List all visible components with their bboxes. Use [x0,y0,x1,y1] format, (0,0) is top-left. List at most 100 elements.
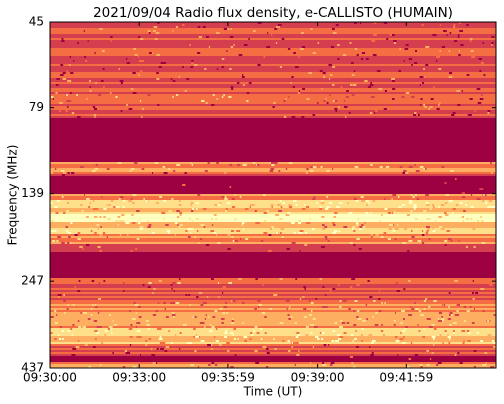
spectrogram-streak [381,302,383,304]
spectrogram-streak [128,352,131,354]
spectrogram-streak [122,200,126,202]
spectrogram-streak [369,296,373,298]
spectrogram-streak [315,298,318,300]
spectrogram-streak [232,334,234,336]
spectrogram-streak [451,200,453,202]
spectrogram-streak [432,34,437,36]
spectrogram-streak [285,98,287,100]
spectrogram-streak [380,330,384,332]
spectrogram-streak [216,162,219,164]
spectrogram-streak [431,336,436,338]
spectrogram-streak [119,80,124,82]
spectrogram-streak [474,110,476,112]
spectrogram-row [50,78,496,80]
spectrogram-streak [425,298,428,300]
spectrogram-streak [216,68,219,70]
spectrogram-streak [419,84,421,86]
spectrogram-streak [372,200,376,202]
spectrogram-streak [90,308,93,310]
spectrogram-streak [360,58,364,60]
spectrogram-streak [329,94,331,96]
spectrogram-streak [197,26,201,28]
spectrogram-streak [120,220,125,222]
spectrogram-row [50,342,496,344]
spectrogram-streak [90,314,93,316]
spectrogram-streak [95,208,99,210]
spectrogram-streak [61,242,65,244]
spectrogram-streak [334,212,338,214]
spectrogram-streak [413,204,417,206]
spectrogram-streak [287,220,291,222]
spectrogram-row [50,260,496,262]
spectrogram-streak [73,216,75,218]
spectrogram-row [50,50,496,52]
spectrogram-streak [282,340,285,342]
spectrogram-streak [472,292,475,294]
spectrogram-streak [50,316,54,318]
spectrogram-streak [239,196,242,198]
spectrogram-streak [92,346,96,348]
spectrogram-streak [334,108,338,110]
spectrogram-streak [357,318,362,320]
spectrogram-streak [221,96,224,98]
spectrogram-streak [70,72,74,74]
spectrogram-streak [425,64,429,66]
spectrogram-streak [120,196,124,198]
spectrogram-streak [147,94,151,96]
spectrogram-streak [325,238,328,240]
spectrogram-streak [478,58,482,60]
spectrogram-streak [234,240,238,242]
spectrogram-streak [370,212,372,214]
spectrogram-row [50,160,496,162]
spectrogram-streak [281,38,285,40]
spectrogram-streak [258,304,262,306]
spectrogram-row [50,274,496,276]
spectrogram-streak [233,44,235,46]
spectrogram-streak [172,282,176,284]
spectrogram-streak [411,236,415,238]
y-tick-label: 437 [21,361,44,375]
spectrogram-row [50,190,496,192]
spectrogram-streak [122,282,125,284]
spectrogram-row [50,302,496,304]
spectrogram-streak [225,210,228,212]
spectrogram-streak [196,208,198,210]
spectrogram-streak [117,216,120,218]
spectrogram-streak [405,48,409,50]
spectrogram-streak [369,84,374,86]
spectrogram-streak [452,322,457,324]
spectrogram-streak [269,162,271,164]
spectrogram-streak [321,306,326,308]
spectrogram-streak [88,366,92,368]
spectrogram-streak [298,92,300,94]
spectrogram-streak [354,300,358,302]
spectrogram-streak [97,228,100,230]
spectrogram-row [50,66,496,68]
spectrogram-streak [418,310,422,312]
spectrogram-streak [279,232,282,234]
spectrogram-streak [378,220,381,222]
spectrogram-streak [297,334,301,336]
spectrogram-streak [163,302,166,304]
spectrogram-streak [60,170,65,172]
spectrogram-streak [50,96,54,98]
spectrogram-streak [291,242,296,244]
spectrogram-streak [407,280,411,282]
spectrogram-streak [457,104,461,106]
spectrogram-streak [450,240,453,242]
spectrogram-row [50,74,496,76]
spectrogram-streak [334,322,338,324]
spectrogram-row [50,86,496,88]
spectrogram-streak [83,312,87,314]
spectrogram-streak [139,354,142,356]
spectrogram-streak [274,28,278,30]
spectrogram-streak [198,292,203,294]
spectrogram-streak [243,164,247,166]
spectrogram-streak [140,100,142,102]
spectrogram-row [50,192,496,194]
spectrogram-streak [353,198,357,200]
spectrogram-streak [311,310,313,312]
spectrogram-streak [426,218,430,220]
spectrogram-streak [492,206,496,208]
spectrogram-streak [141,60,145,62]
